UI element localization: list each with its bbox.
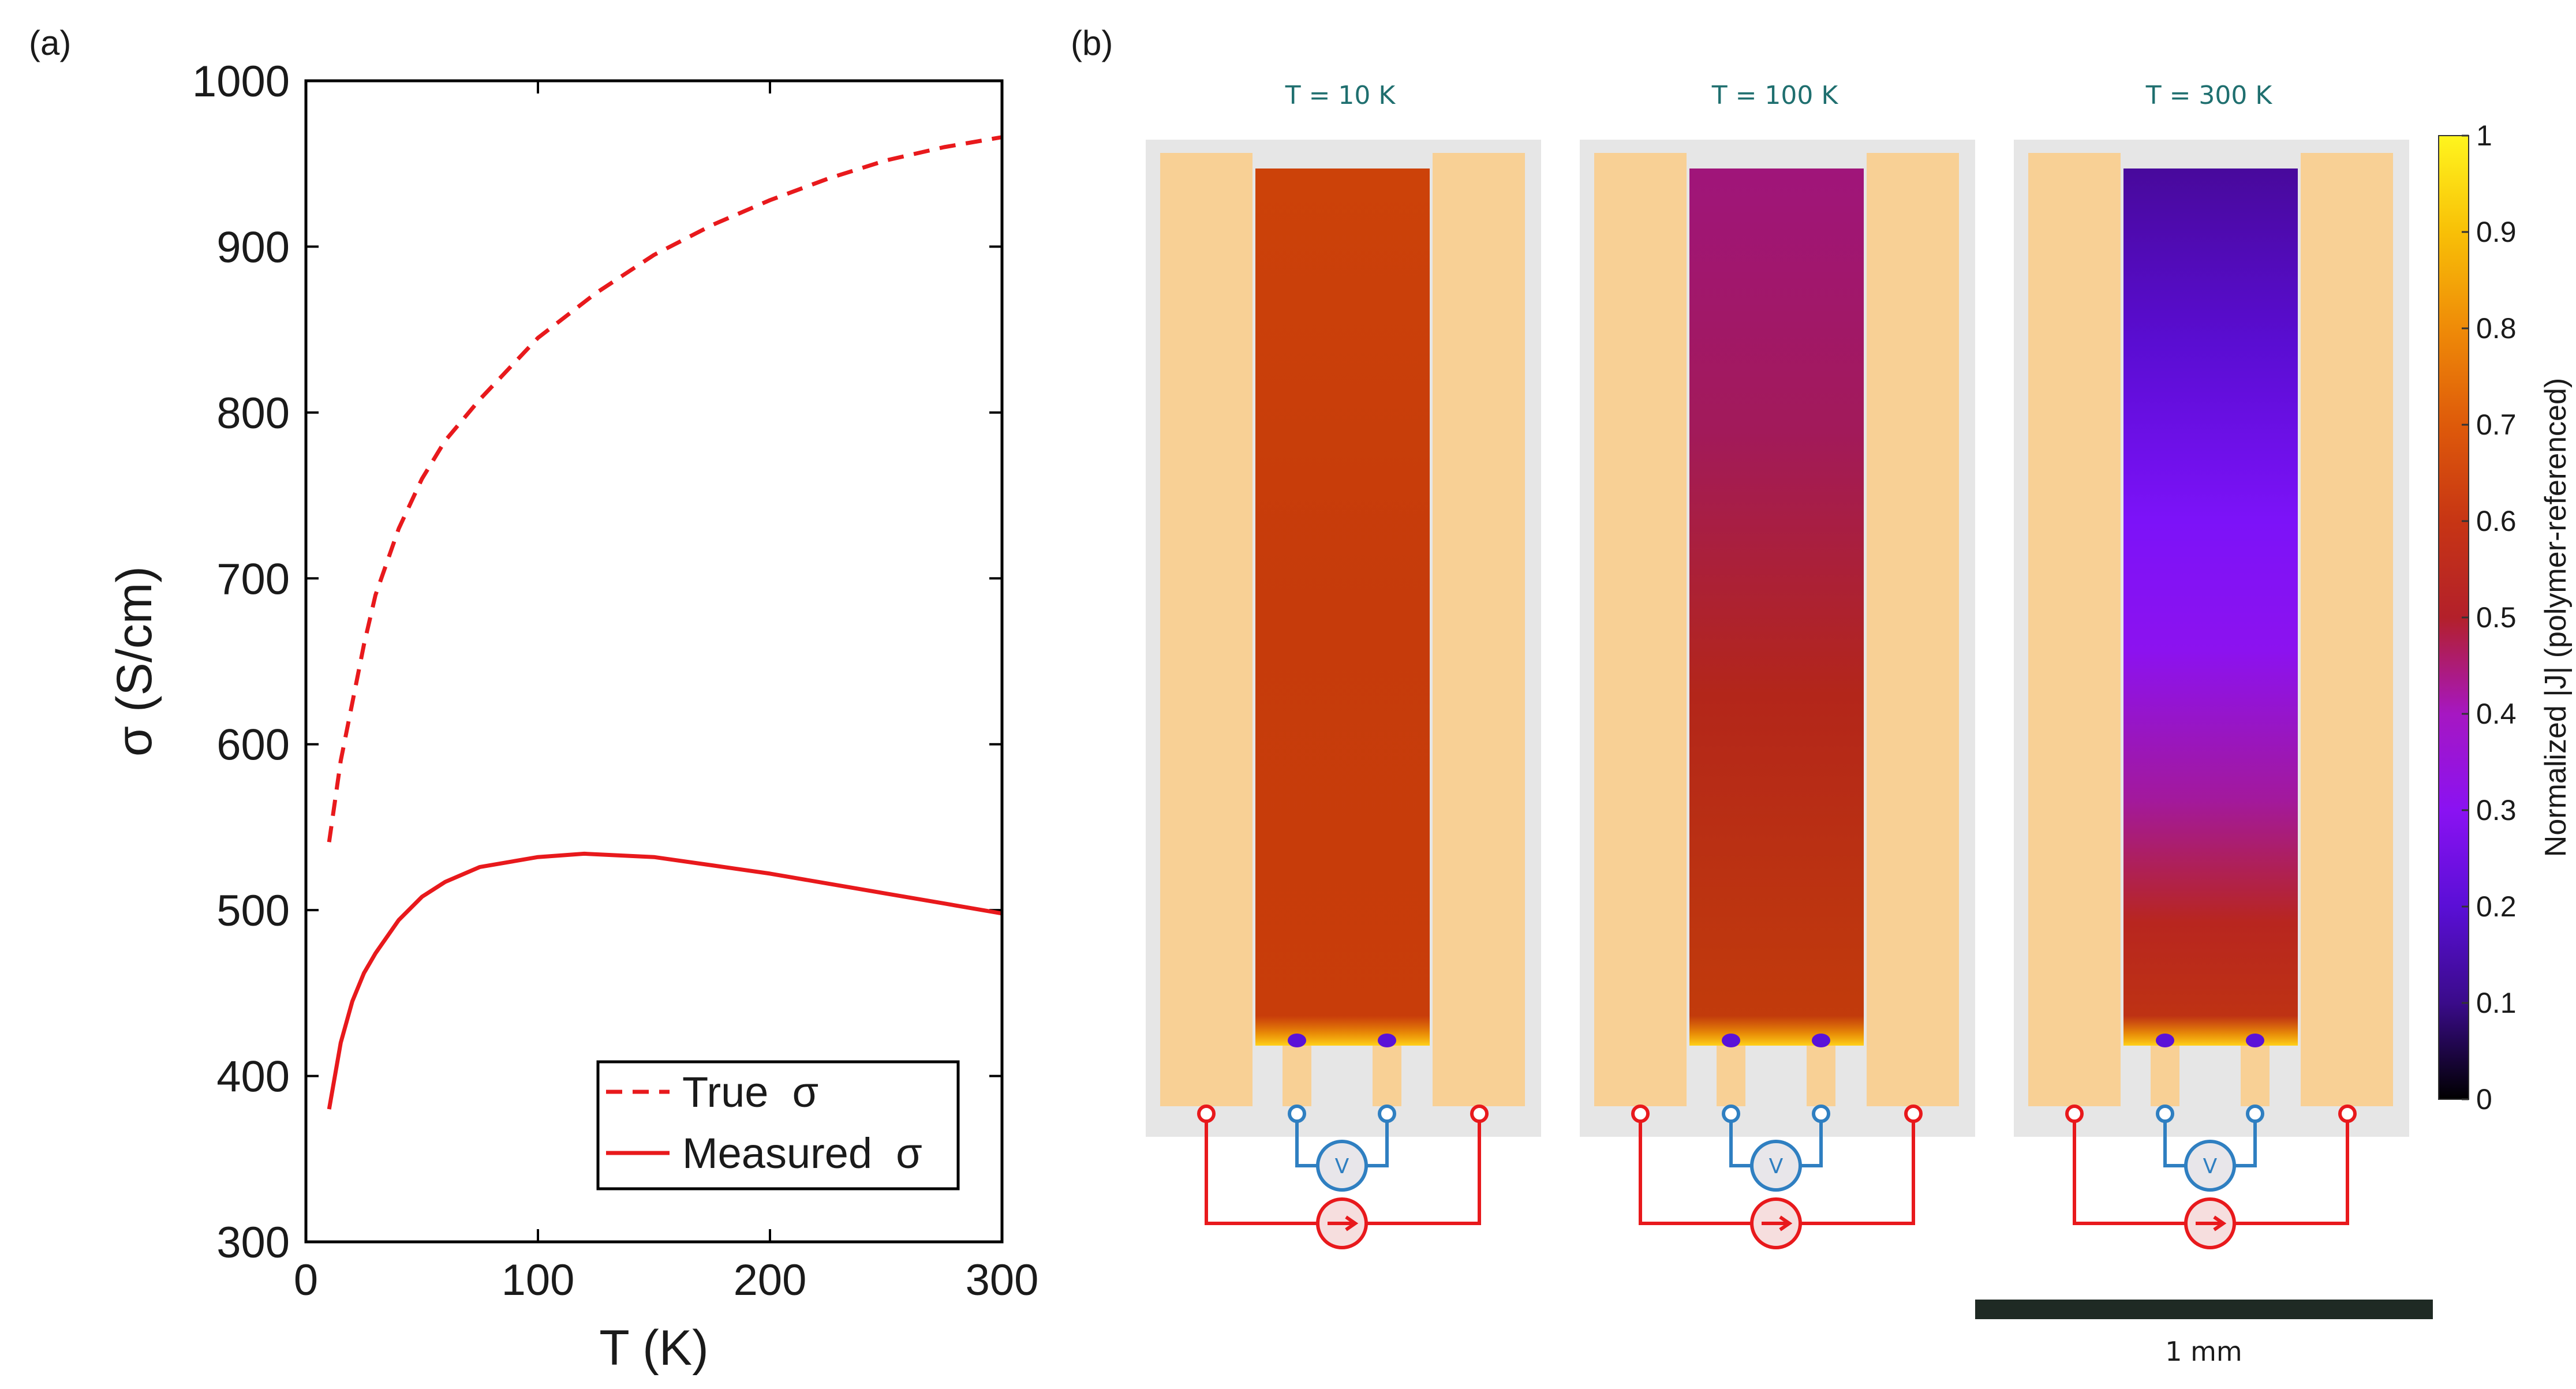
voltage-probe-right bbox=[2241, 1046, 2270, 1106]
current-arrow-icon bbox=[1328, 1215, 1359, 1231]
current-density-map bbox=[1255, 169, 1430, 1046]
current-terminal-left bbox=[2065, 1105, 2084, 1123]
hot-edge bbox=[1255, 1016, 1430, 1046]
voltage-probe-left bbox=[2151, 1046, 2179, 1106]
scale-bar: 1 mm bbox=[1975, 1300, 2433, 1367]
colorbar-tick-label: 0.2 bbox=[2476, 890, 2517, 923]
x-tick-marks: 0 100 200 300 bbox=[294, 81, 1039, 1305]
voltage-probe-right bbox=[1373, 1046, 1401, 1106]
hotspot-left bbox=[1288, 1034, 1306, 1047]
colorbar-tick-label: 0.3 bbox=[2476, 794, 2517, 826]
colorbar-tick-label: 1 bbox=[2476, 119, 2492, 152]
y-tick-marks: 300 400 500 600 700 800 900 1000 bbox=[192, 57, 1002, 1267]
legend-label-true: True σ bbox=[682, 1068, 818, 1116]
y-axis-label: σ (S/cm) bbox=[107, 566, 162, 757]
x-axis-label: T (K) bbox=[599, 1320, 709, 1376]
colorbar: 0 0.1 0.2 0.3 0.4 0.5 0.6 0.7 0.8 0.9 1 Normalized… bbox=[2438, 119, 2573, 1115]
colorbar-tick-label: 0.9 bbox=[2476, 216, 2517, 248]
current-electrode-right bbox=[1433, 153, 1525, 1106]
hot-edge bbox=[1689, 1016, 1864, 1046]
scale-bar-label: 1 mm bbox=[2165, 1336, 2242, 1367]
colorbar-tick-label: 0.5 bbox=[2476, 601, 2517, 634]
current-electrode-left bbox=[1160, 153, 1253, 1106]
measurement-circuit: V bbox=[1631, 1105, 1923, 1249]
colorbar-tick-label: 0 bbox=[2476, 1083, 2492, 1115]
hotspot-right bbox=[2246, 1034, 2264, 1047]
x-tick-label: 100 bbox=[502, 1256, 575, 1305]
y-tick-label: 1000 bbox=[192, 57, 290, 106]
panel-a-label: (a) bbox=[29, 24, 71, 62]
panel-title-300k: T = 300 K bbox=[2145, 81, 2273, 110]
legend: True σ Measured σ bbox=[596, 1060, 960, 1190]
hotspot-right bbox=[1378, 1034, 1396, 1047]
voltmeter-label: V bbox=[2203, 1155, 2218, 1178]
voltmeter-icon bbox=[1750, 1140, 1802, 1192]
voltage-terminal-right bbox=[1812, 1105, 1830, 1123]
hotspot-right bbox=[1812, 1034, 1830, 1047]
current-terminal-right bbox=[2338, 1105, 2357, 1123]
voltage-terminal-left bbox=[1288, 1105, 1306, 1123]
voltage-probe-right bbox=[1807, 1046, 1835, 1106]
voltage-terminal-right bbox=[1378, 1105, 1396, 1123]
measurement-circuit: V bbox=[1197, 1105, 1489, 1249]
colorbar-tick-label: 0.8 bbox=[2476, 312, 2517, 345]
panel-title-10k: T = 10 K bbox=[1285, 81, 1396, 110]
y-tick-label: 900 bbox=[216, 223, 290, 272]
voltage-terminal-right bbox=[2246, 1105, 2264, 1123]
legend-label-measured: Measured σ bbox=[682, 1129, 922, 1177]
current-terminal-right bbox=[1470, 1105, 1489, 1123]
scale-bar-line bbox=[1975, 1300, 2433, 1319]
colorbar-tick-label: 0.6 bbox=[2476, 505, 2517, 537]
x-tick-label: 300 bbox=[966, 1256, 1039, 1305]
hot-edge bbox=[2123, 1016, 2298, 1046]
current-electrode-left bbox=[1594, 153, 1687, 1106]
current-arrow-icon bbox=[2196, 1215, 2227, 1231]
current-density-map bbox=[2123, 169, 2298, 1046]
legend-box bbox=[596, 1060, 960, 1190]
measurement-circuit: V bbox=[2065, 1105, 2357, 1249]
current-electrode-right bbox=[2301, 153, 2393, 1106]
y-tick-label: 800 bbox=[216, 389, 290, 438]
series-group bbox=[327, 135, 1003, 1110]
voltage-terminal-left bbox=[1722, 1105, 1740, 1123]
series-line-1 bbox=[327, 851, 1003, 1110]
voltmeter-label: V bbox=[1769, 1155, 1784, 1178]
panel-b-label: (b) bbox=[1071, 24, 1113, 62]
current-terminal-right bbox=[1904, 1105, 1923, 1123]
voltage-terminal-left bbox=[2156, 1105, 2174, 1123]
current-terminal-left bbox=[1197, 1105, 1216, 1123]
line-chart: 300 400 500 600 700 800 900 1000 0 100 200 300 T (… bbox=[107, 57, 1038, 1376]
colorbar-ticks: 0 0.1 0.2 0.3 0.4 0.5 0.6 0.7 0.8 0.9 1 bbox=[2462, 119, 2517, 1115]
y-tick-label: 300 bbox=[216, 1218, 290, 1267]
y-tick-label: 500 bbox=[216, 886, 290, 935]
voltage-probe-left bbox=[1717, 1046, 1745, 1106]
series-line-0 bbox=[327, 135, 1003, 843]
colorbar-tick-label: 0.4 bbox=[2476, 698, 2517, 730]
y-tick-label: 600 bbox=[216, 721, 290, 770]
current-arrow-icon bbox=[1762, 1215, 1793, 1231]
colorbar-label: Normalized |J| (polymer-referenced) bbox=[2539, 378, 2573, 857]
hotspot-left bbox=[1722, 1034, 1740, 1047]
device-panel-100k: T = 100 K V bbox=[1580, 81, 1975, 1249]
hotspot-left bbox=[2156, 1034, 2174, 1047]
current-electrode-left bbox=[2028, 153, 2121, 1106]
current-electrode-right bbox=[1867, 153, 1959, 1106]
current-terminal-left bbox=[1631, 1105, 1650, 1123]
panel-title-100k: T = 100 K bbox=[1711, 81, 1839, 110]
x-tick-label: 200 bbox=[734, 1256, 807, 1305]
voltmeter-icon bbox=[2184, 1140, 2236, 1192]
voltmeter-label: V bbox=[1335, 1155, 1349, 1178]
colorbar-tick-label: 0.1 bbox=[2476, 987, 2517, 1019]
y-tick-label: 700 bbox=[216, 555, 290, 604]
y-tick-label: 400 bbox=[216, 1053, 290, 1102]
current-density-map bbox=[1689, 169, 1864, 1046]
device-panel-10k: T = 10 K V bbox=[1146, 81, 1541, 1249]
device-panel-300k: T = 300 K V bbox=[2014, 81, 2409, 1249]
voltage-probe-left bbox=[1283, 1046, 1311, 1106]
colorbar-tick-label: 0.7 bbox=[2476, 409, 2517, 441]
plot-frame bbox=[304, 79, 1004, 1244]
x-tick-label: 0 bbox=[294, 1256, 318, 1305]
voltmeter-icon bbox=[1316, 1140, 1368, 1192]
